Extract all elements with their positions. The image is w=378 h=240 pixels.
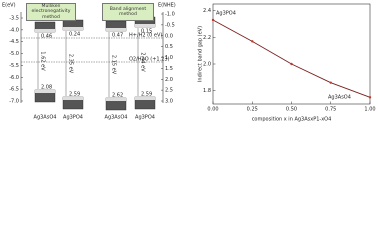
valence-band-edge bbox=[63, 97, 83, 100]
band-value: 2.62 bbox=[112, 93, 123, 99]
valence-band-edge bbox=[106, 98, 126, 101]
gap-label: 1.62 eV bbox=[40, 51, 46, 71]
y-axis-label: Indirect band gap (eV) bbox=[198, 26, 204, 82]
axis-label: E(NHE) bbox=[158, 3, 176, 9]
compound-label: Ag3AsO4 bbox=[105, 115, 128, 121]
band-value: 0.47 bbox=[112, 33, 123, 39]
band-value: 2.08 bbox=[41, 85, 52, 91]
tick-label: -5.0 bbox=[9, 51, 19, 57]
band-value: 0.15 bbox=[141, 29, 152, 35]
tick-label: -4.0 bbox=[9, 27, 19, 33]
tick-label: -3.5 bbox=[9, 16, 19, 22]
data-point bbox=[329, 81, 332, 84]
method-box: Band alignment method bbox=[102, 3, 154, 21]
conduction-band-edge bbox=[106, 28, 126, 31]
tick-label: -5.5 bbox=[9, 63, 19, 69]
redox-label: O2/H2O (+1.23) bbox=[129, 57, 170, 63]
tick-label: -6.5 bbox=[9, 87, 19, 93]
tick-label: -1.0 bbox=[165, 12, 175, 18]
data-point bbox=[251, 40, 254, 43]
band-value: 2.59 bbox=[141, 92, 152, 98]
x-tick-label: 0.25 bbox=[247, 107, 258, 113]
tick-label: 1.0 bbox=[165, 55, 173, 61]
x-tick-label: 0.00 bbox=[207, 107, 218, 113]
tick-label: 0.0 bbox=[165, 33, 173, 39]
valence-band-edge bbox=[35, 90, 55, 93]
conduction-band-edge bbox=[35, 29, 55, 32]
gap-label: 2.15 eV bbox=[111, 55, 117, 75]
tick-label: 3.0 bbox=[165, 99, 173, 105]
data-point bbox=[211, 18, 215, 22]
y-tick-label: 2.2 bbox=[203, 35, 211, 41]
data-point bbox=[290, 62, 293, 66]
compound-label: Ag3PO4 bbox=[63, 115, 83, 121]
tick-label: -6.0 bbox=[9, 75, 19, 81]
tick-label: 0.5 bbox=[165, 44, 173, 50]
series-line bbox=[212, 19, 371, 98]
canvas: E(eV) E(NHE) -3.5 -4.0 -4.5 -5.0 -5.5 -6.0 -6.5 -… bbox=[2, 3, 376, 123]
tick-label: 2.5 bbox=[165, 88, 173, 94]
x-tick-label: 0.75 bbox=[325, 107, 336, 113]
annotation: Ag3AsO4 bbox=[328, 95, 351, 101]
axis-label: E(eV) bbox=[2, 3, 16, 9]
y-tick-label: 1.8 bbox=[203, 88, 211, 94]
figure: E(eV) E(NHE) -3.5 -4.0 -4.5 -5.0 -5.5 -6.0 -6.5 -… bbox=[2, 2, 376, 123]
tick-label: 2.0 bbox=[165, 77, 173, 83]
tick-label: -4.5 bbox=[9, 39, 19, 45]
compound-label: Ag3PO4 bbox=[135, 115, 155, 121]
band-value: 2.59 bbox=[69, 92, 80, 98]
annotation: Ag3PO4 bbox=[216, 11, 236, 17]
band-value: 0.24 bbox=[69, 32, 80, 38]
compound-label: Ag3AsO4 bbox=[34, 115, 57, 121]
y-tick-label: 2.4 bbox=[203, 8, 211, 14]
conduction-band-edge bbox=[63, 27, 83, 30]
method-box: Mulliken electronegativity method bbox=[26, 3, 76, 21]
redox-label: H+/H2 (0 eV) bbox=[129, 33, 162, 39]
data-point bbox=[368, 96, 372, 99]
x-tick-label: 1.00 bbox=[364, 107, 375, 113]
x-axis-label: composition x in Ag3AsxP1-xO4 bbox=[252, 117, 332, 123]
x-tick-label: 0.50 bbox=[286, 107, 297, 113]
conduction-band-edge bbox=[135, 24, 155, 27]
band-value: 0.46 bbox=[41, 34, 52, 40]
gap-label: 2.35 eV bbox=[68, 54, 74, 74]
tick-label: -7.0 bbox=[9, 99, 19, 105]
gap-label: 2.44 eV bbox=[140, 52, 146, 72]
valence-band-edge bbox=[135, 97, 155, 100]
tick-label: -0.5 bbox=[165, 22, 175, 28]
tick-label: 1.5 bbox=[165, 66, 173, 72]
y-tick-label: 2.0 bbox=[203, 62, 211, 68]
